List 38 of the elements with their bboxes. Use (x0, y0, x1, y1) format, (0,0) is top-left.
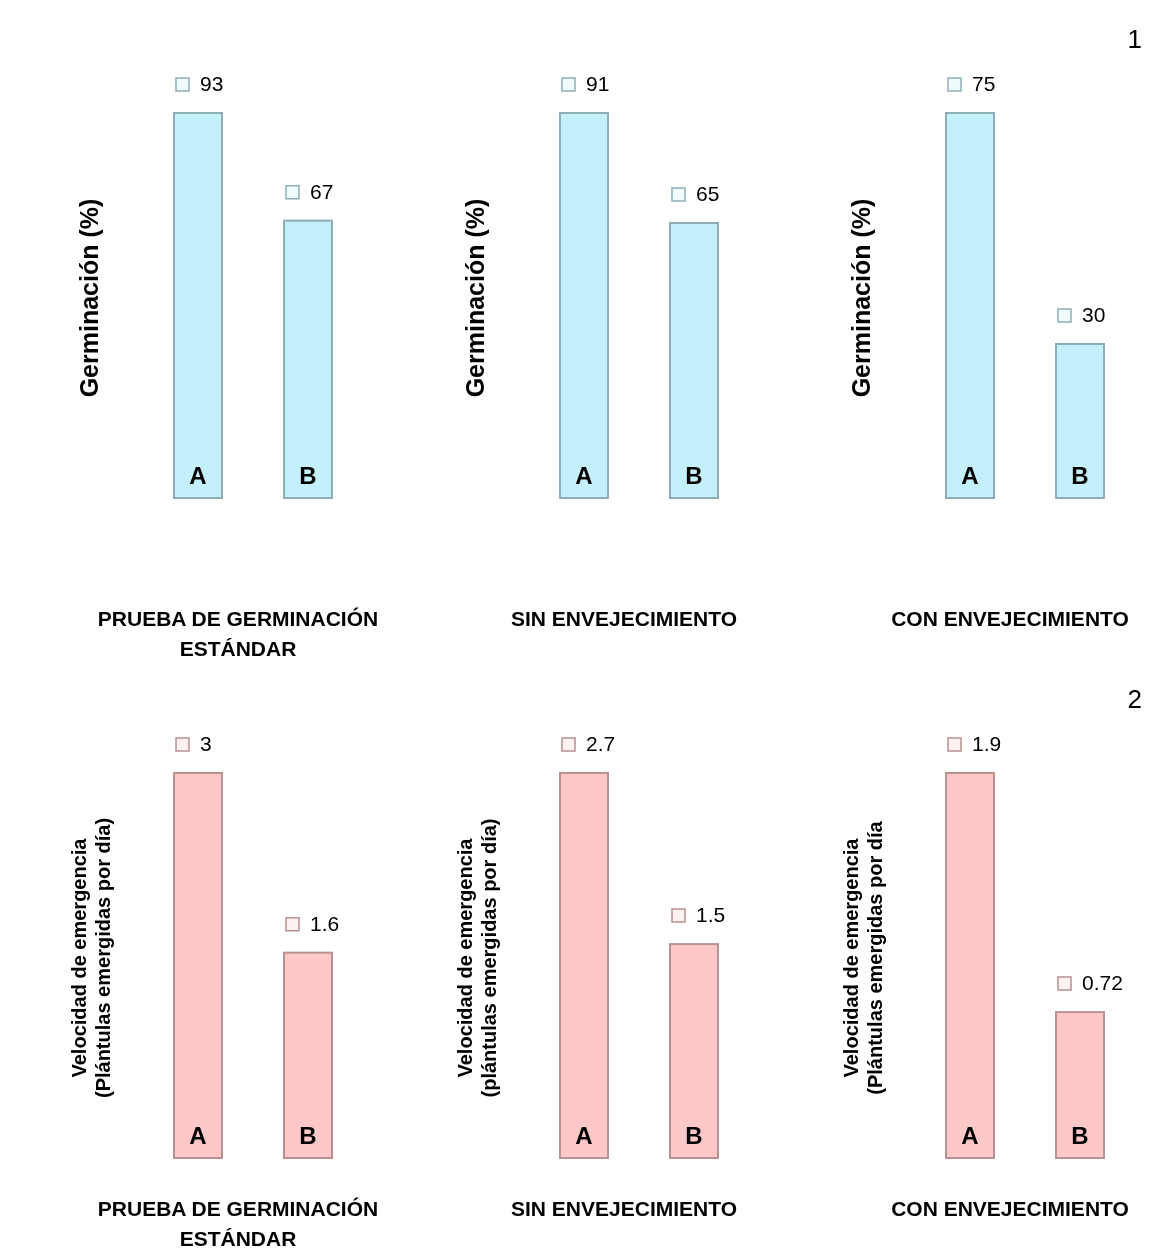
y-axis-title: Germinación (%) (75, 198, 103, 398)
annotation: B (299, 462, 317, 489)
annotation: A (575, 462, 593, 489)
annotation: B (1071, 462, 1089, 489)
x-axis-title: SIN ENVEJECIMIENTO (511, 1197, 737, 1220)
annotation: A (189, 1122, 207, 1149)
data-label: 1.9 (972, 732, 1002, 755)
annotation: B (685, 1122, 703, 1149)
data-label: 1.6 (310, 911, 340, 935)
x-axis-title: CON ENVEJECIMIENTO (891, 607, 1129, 630)
x-axis-title: CON ENVEJECIMIENTO (891, 1197, 1129, 1220)
annotation: B (299, 1122, 317, 1149)
y-axis-title: Velocidad de emergencia (plántulas emergidas por día) (454, 818, 500, 1098)
data-label: 65 (696, 182, 720, 205)
y-axis-title: Velocidad de emergencia (Plántulas emergidas por día) (68, 817, 114, 1099)
annotation: A (189, 462, 207, 489)
data-label: 3 (200, 732, 212, 755)
y-axis-title: Velocidad de emergencia (Plántulas emergidas por día (840, 820, 886, 1095)
x-axis-title: PRUEBA DE GERMINACIÓN ESTÁNDAR (97, 1197, 379, 1250)
y-axis-title: Germinación (%) (847, 198, 875, 398)
annotation: A (575, 1122, 593, 1149)
data-label: 91 (586, 72, 610, 95)
annotation: B (685, 462, 703, 489)
x-axis-title: PRUEBA DE GERMINACIÓN ESTÁNDAR (97, 607, 379, 660)
data-label: 93 (200, 72, 224, 95)
x-axis-title: SIN ENVEJECIMIENTO (511, 607, 737, 630)
annotation: B (1071, 1122, 1089, 1149)
annotation: A (961, 462, 979, 489)
data-label: 75 (972, 72, 996, 95)
data-label: 30 (1082, 303, 1106, 326)
data-label: 2.7 (586, 732, 616, 755)
annotation: A (961, 1122, 979, 1149)
data-label: 1.5 (696, 903, 726, 927)
data-label: 0.72 (1082, 971, 1123, 995)
text: 1 (1127, 24, 1142, 54)
text: 2 (1127, 684, 1142, 714)
data-label: 67 (310, 179, 334, 203)
y-axis-title: Germinación (%) (461, 198, 489, 398)
